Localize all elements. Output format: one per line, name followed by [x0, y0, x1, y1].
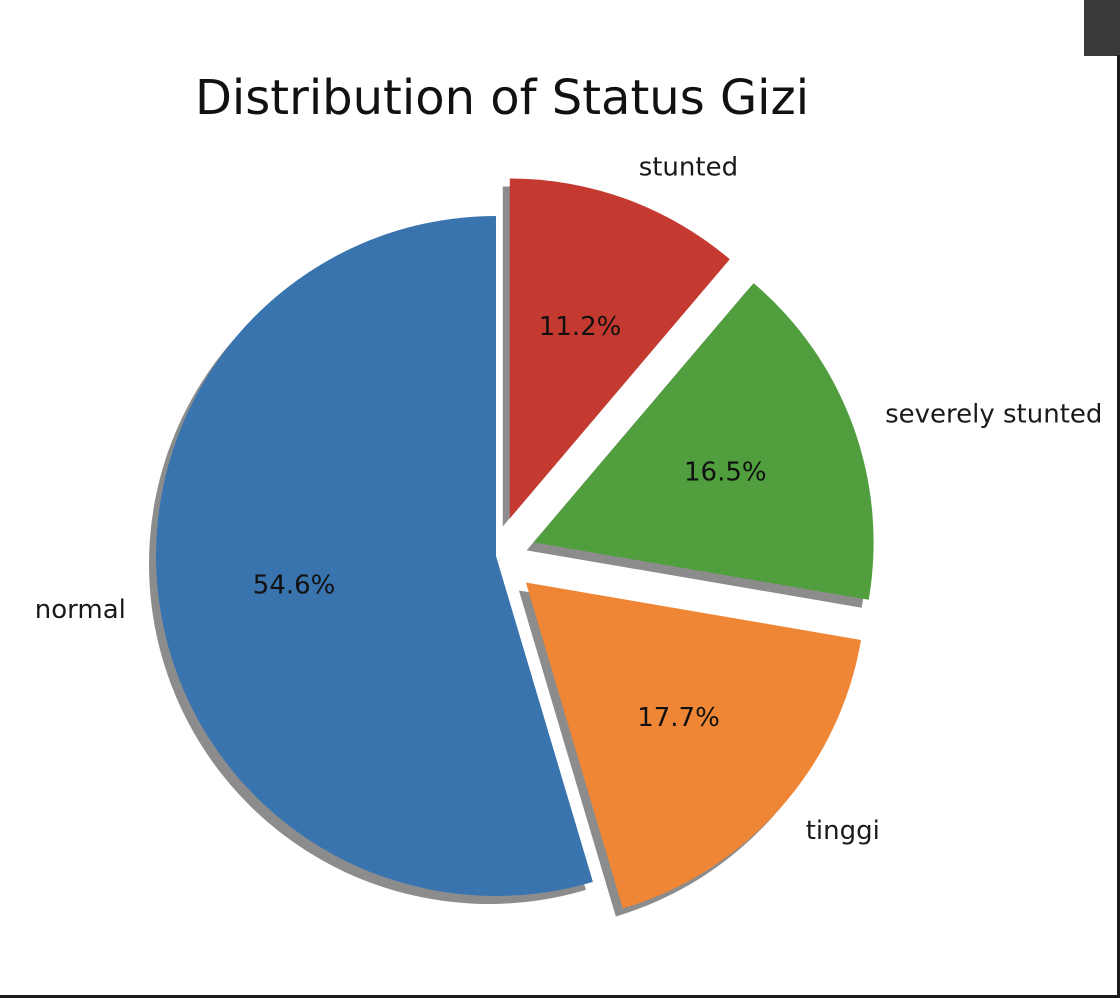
pct-label-normal: 54.6%: [253, 570, 336, 600]
label-layer: 54.6% normal 17.7% tinggi 16.5% severely stun…: [35, 152, 1103, 845]
slice-label-normal: normal: [35, 595, 126, 625]
pct-label-stunted: 11.2%: [539, 312, 622, 342]
pie-slice-normal: [156, 216, 593, 896]
slice-label-tinggi: tinggi: [806, 816, 880, 846]
pie-slice-severely-stunted: [533, 283, 874, 600]
pct-label-tinggi: 17.7%: [637, 703, 720, 733]
slice-label-stunted: stunted: [639, 152, 738, 182]
figure-right-border: [1117, 55, 1120, 998]
figure-bottom-border: [0, 995, 1120, 998]
slice-label-severely-stunted: severely stunted: [885, 400, 1102, 430]
pct-label-severely-stunted: 16.5%: [684, 458, 767, 488]
pie-slice-stunted: [509, 178, 730, 519]
chart-title: Distribution of Status Gizi: [195, 70, 809, 126]
slice-layer: [156, 178, 874, 909]
pie-slice-tinggi: [525, 582, 862, 909]
window-corner: [1084, 0, 1120, 56]
